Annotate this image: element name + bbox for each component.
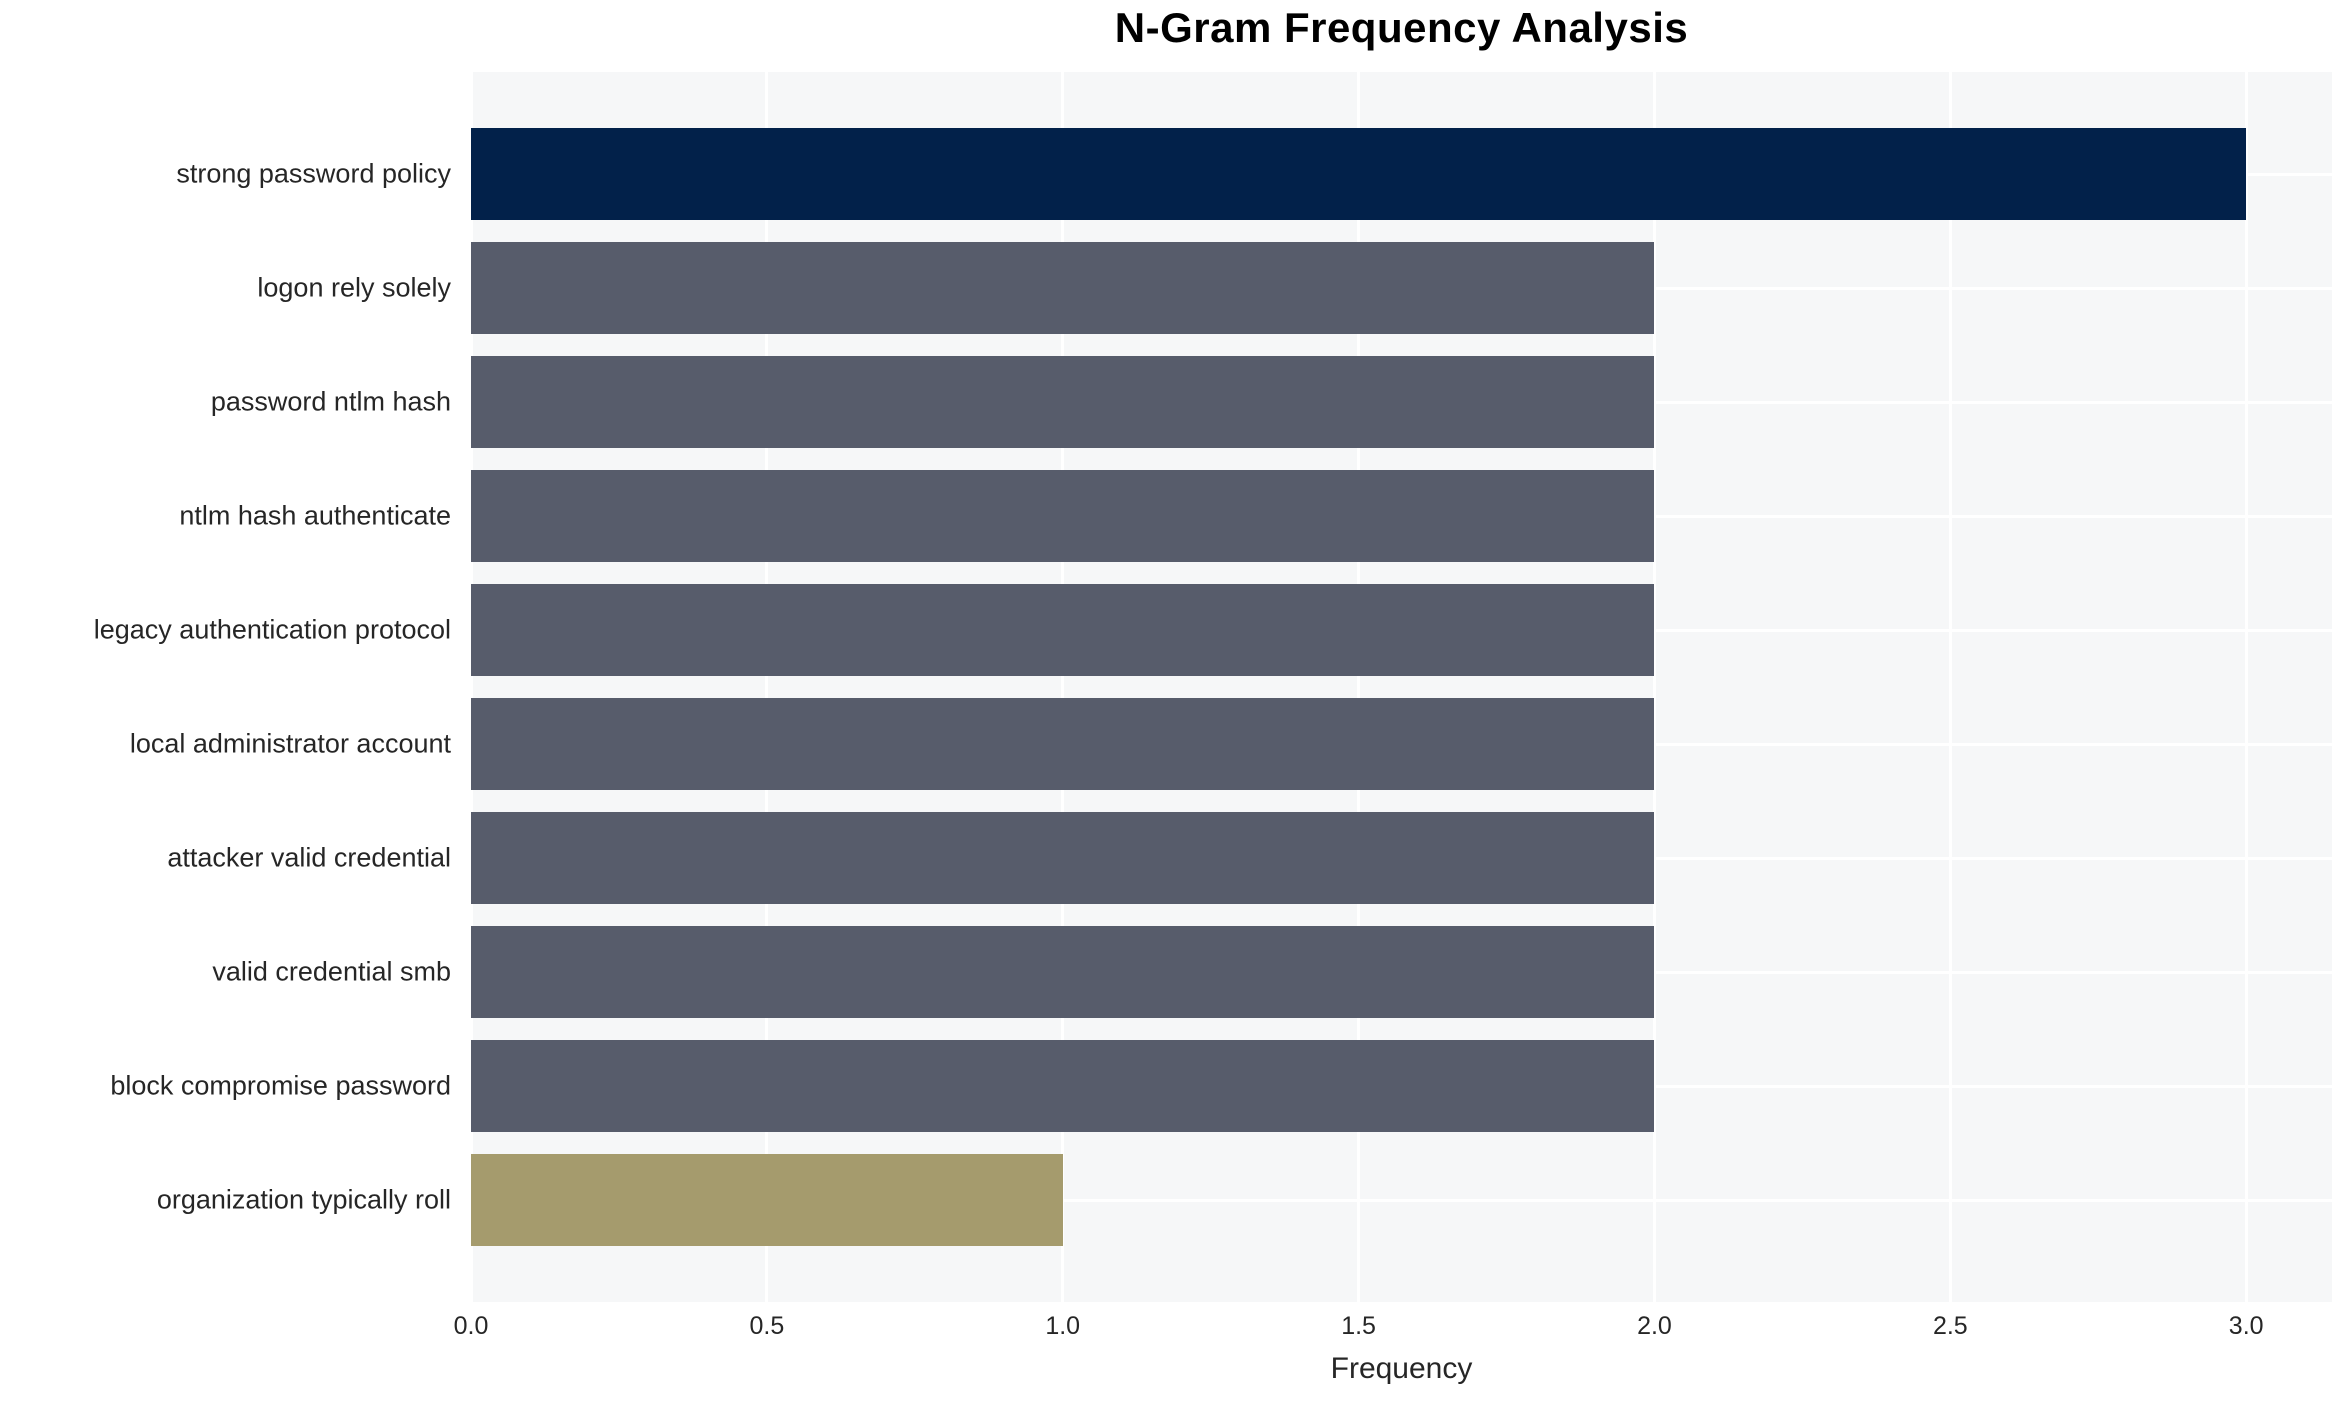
- grid-line-vertical: [469, 72, 473, 1302]
- x-axis-title: Frequency: [1330, 1352, 1473, 1385]
- category-label: legacy authentication protocol: [93, 614, 451, 645]
- x-tick-label: 0.5: [749, 1312, 785, 1340]
- category-label: organization typically roll: [156, 1184, 451, 1215]
- grid-line-vertical: [2244, 72, 2248, 1302]
- bar: [471, 698, 1655, 790]
- chart-title: N-Gram Frequency Analysis: [1114, 4, 1689, 51]
- bar: [471, 470, 1655, 562]
- x-tick-label: 3.0: [2228, 1312, 2264, 1340]
- grid-line-vertical: [1652, 72, 1656, 1302]
- bar: [471, 584, 1655, 676]
- grid-line-horizontal: [471, 1198, 2332, 1202]
- grid-line-vertical: [1357, 72, 1361, 1302]
- plot-area: [469, 72, 2332, 1302]
- bar: [471, 812, 1655, 904]
- bar: [471, 926, 1655, 1018]
- bar: [471, 128, 2247, 220]
- x-tick-label: 2.5: [1932, 1312, 1968, 1340]
- category-label: strong password policy: [176, 158, 451, 189]
- bar: [471, 1040, 1655, 1132]
- grid-line-vertical: [1061, 72, 1065, 1302]
- x-tick-label: 1.5: [1341, 1312, 1376, 1340]
- grid-line-vertical: [765, 72, 769, 1302]
- category-label: local administrator account: [129, 728, 451, 759]
- bar: [471, 242, 1655, 334]
- category-label: attacker valid credential: [167, 842, 451, 873]
- category-label: ntlm hash authenticate: [179, 500, 451, 531]
- category-label: block compromise password: [110, 1070, 451, 1101]
- y-axis-labels: strong password policy logon rely solely p…: [0, 0, 461, 1402]
- x-tick-label: 2.0: [1637, 1312, 1672, 1340]
- category-label: valid credential smb: [212, 956, 451, 987]
- x-tick-label: 1.0: [1045, 1312, 1081, 1340]
- category-label: password ntlm hash: [210, 386, 451, 417]
- bar: [471, 356, 1655, 448]
- grid-line-vertical: [1948, 72, 1952, 1302]
- category-label: logon rely solely: [257, 272, 451, 303]
- bar: [471, 1154, 1063, 1246]
